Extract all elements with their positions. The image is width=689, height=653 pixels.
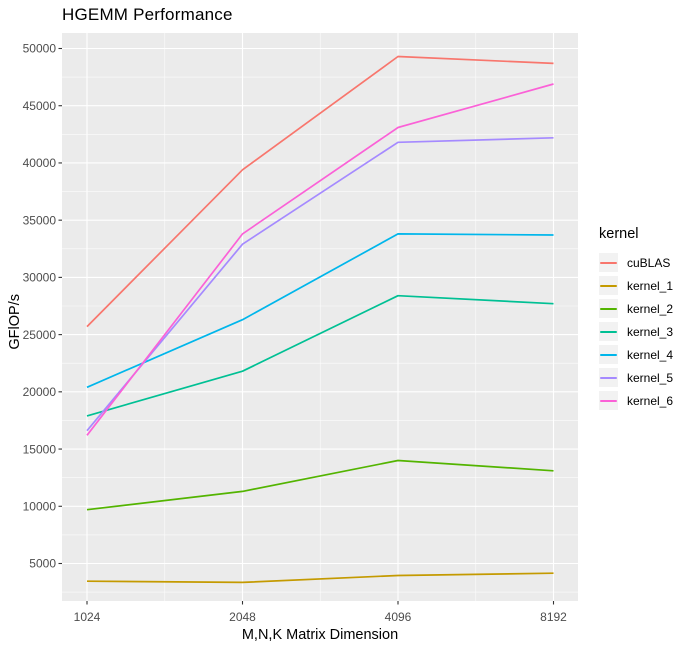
series-line-kernel_3 (86, 294, 554, 417)
legend-label-cuBLAS: cuBLAS (627, 255, 671, 270)
legend-key-kernel_1 (599, 276, 618, 295)
y-axis-title-text: GFlOP/s (7, 294, 23, 350)
legend-key-line-kernel_2 (600, 307, 617, 310)
series-line-kernel_2 (86, 459, 554, 511)
legend-key-line-kernel_3 (600, 330, 617, 333)
legend-entry-kernel_5: kernel_5 (599, 366, 673, 389)
legend-key-line-cuBLAS (600, 261, 617, 264)
y-tick-label: 30000 (23, 271, 57, 285)
legend-key-line-kernel_4 (600, 353, 617, 356)
legend-label-kernel_5: kernel_5 (627, 370, 674, 385)
y-tick-label: 45000 (23, 99, 57, 113)
y-tick-label: 5000 (29, 557, 56, 571)
x-axis-title: M,N,K Matrix Dimension (241, 627, 399, 643)
y-axis-title: GFlOP/s (7, 282, 23, 362)
series-line-cuBLAS (86, 55, 554, 328)
legend-label-kernel_6: kernel_6 (627, 393, 674, 408)
x-tick-label: 2048 (229, 610, 256, 624)
legend-key-line-kernel_6 (600, 399, 617, 402)
x-tick-label: 8192 (540, 610, 567, 624)
legend-entry-kernel_1: kernel_1 (599, 274, 673, 297)
legend-label-kernel_1: kernel_1 (627, 278, 674, 293)
y-tick-label: 10000 (23, 499, 57, 513)
chart-title: HGEMM Performance (62, 5, 233, 24)
legend-key-kernel_4 (599, 345, 618, 364)
series-line-kernel_4 (86, 233, 554, 389)
legend-key-kernel_5 (599, 368, 618, 387)
legend-key-kernel_2 (599, 299, 618, 318)
legend-label-kernel_4: kernel_4 (627, 347, 674, 362)
legend-entry-kernel_3: kernel_3 (599, 320, 673, 343)
series-line-kernel_5 (86, 136, 554, 432)
legend-key-line-kernel_5 (600, 376, 617, 379)
legend-entry-cuBLAS: cuBLAS (599, 251, 673, 274)
x-tick-label: 1024 (74, 610, 101, 624)
legend-key-line-kernel_1 (600, 284, 617, 287)
legend-label-kernel_3: kernel_3 (627, 324, 674, 339)
y-tick-label: 50000 (23, 42, 57, 56)
legend-entry-kernel_4: kernel_4 (599, 343, 673, 366)
legend-key-cuBLAS (599, 253, 618, 272)
legend-entry-kernel_6: kernel_6 (599, 389, 673, 412)
legend-entry-kernel_2: kernel_2 (599, 297, 673, 320)
y-tick-label: 20000 (23, 385, 57, 399)
y-tick-label: 15000 (23, 442, 57, 456)
legend-title: kernel (599, 226, 639, 242)
y-tick-label: 35000 (23, 213, 57, 227)
y-tick-label: 25000 (23, 328, 57, 342)
legend-key-kernel_3 (599, 322, 618, 341)
series-line-kernel_6 (86, 83, 554, 436)
x-tick-label: 4096 (385, 610, 412, 624)
y-tick-label: 40000 (23, 156, 57, 170)
legend-label-kernel_2: kernel_2 (627, 301, 674, 316)
series-line-kernel_1 (86, 572, 554, 584)
legend-key-kernel_6 (599, 391, 618, 410)
